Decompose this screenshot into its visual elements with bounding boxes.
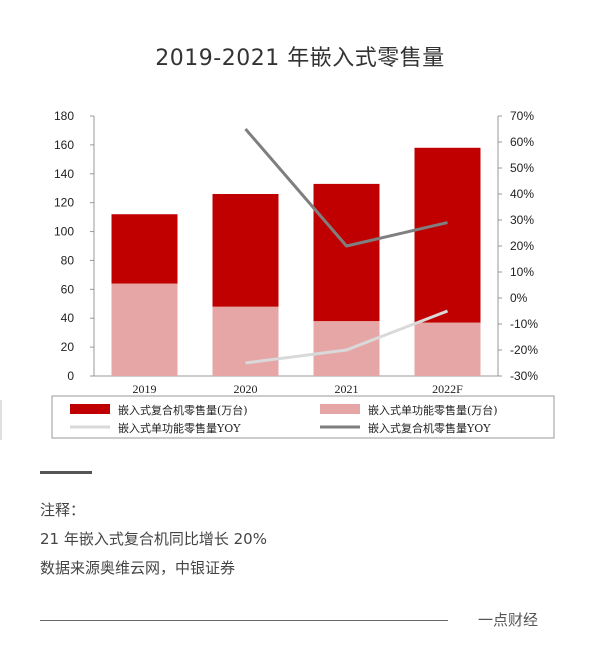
left-tick-label: 120 [54,196,74,210]
right-tick-label: 30% [510,213,534,227]
bar-multifunction [414,147,481,323]
legend-swatch [70,404,110,414]
line-multifunction-yoy [244,128,448,248]
left-tick-label: 100 [54,225,74,239]
notes-block: 注释： 21 年嵌入式复合机同比增长 20% 数据来源奥维云网，中银证券 [40,496,267,583]
bar-multifunction [111,214,178,284]
x-tick-label: 2022F [432,382,463,396]
note-line-1: 21 年嵌入式复合机同比增长 20% [40,530,267,548]
bar-multifunction [212,194,279,307]
x-tick-label: 2019 [133,382,157,396]
right-tick-label: -20% [510,343,538,357]
left-tick-label: 40 [61,311,75,325]
legend-label: 嵌入式单功能零售量YOY [118,421,241,435]
right-tick-label: 20% [510,239,534,253]
bar-single-function [414,322,481,376]
line-single-function-yoy [245,309,449,365]
right-tick-label: -30% [510,369,538,383]
right-tick-label: 60% [510,135,534,149]
notes-label: 注释： [40,501,86,519]
chart-title: 2019-2021 年嵌入式零售量 [155,46,445,71]
legend-label: 嵌入式复合机零售量(万台) [118,403,248,417]
right-tick-label: 0% [510,291,528,305]
left-tick-label: 160 [54,138,74,152]
bar-single-function [212,306,279,376]
left-tick-label: 20 [61,340,75,354]
right-tick-label: 40% [510,187,534,201]
left-tick-label: 180 [54,109,74,123]
brand-label: 一点财经 [478,611,539,629]
left-tick-label: 140 [54,167,74,181]
left-tick-label: 80 [61,253,75,267]
edge-divider [0,400,2,440]
right-tick-label: 10% [510,265,534,279]
legend-swatch [320,404,360,414]
right-tick-label: -10% [510,317,538,331]
legend-box [51,395,555,439]
bar-single-function [111,283,178,376]
x-tick-label: 2021 [335,382,359,396]
right-tick-label: 50% [510,161,534,175]
legend-label: 嵌入式复合机零售量YOY [368,421,491,435]
right-tick-label: 70% [510,109,534,123]
left-tick-label: 0 [67,369,74,383]
x-tick-label: 2020 [234,382,258,396]
legend-label: 嵌入式单功能零售量(万台) [368,403,498,417]
note-line-2: 数据来源奥维云网，中银证券 [40,559,236,577]
section-divider [40,471,92,474]
bar-multifunction [313,183,380,322]
footer-divider [40,620,448,621]
chart-area: 0 20 40 60 80 100 120 140 160 180 -30% -20% -10% 0% 10… [51,109,555,439]
left-tick-label: 60 [61,282,75,296]
